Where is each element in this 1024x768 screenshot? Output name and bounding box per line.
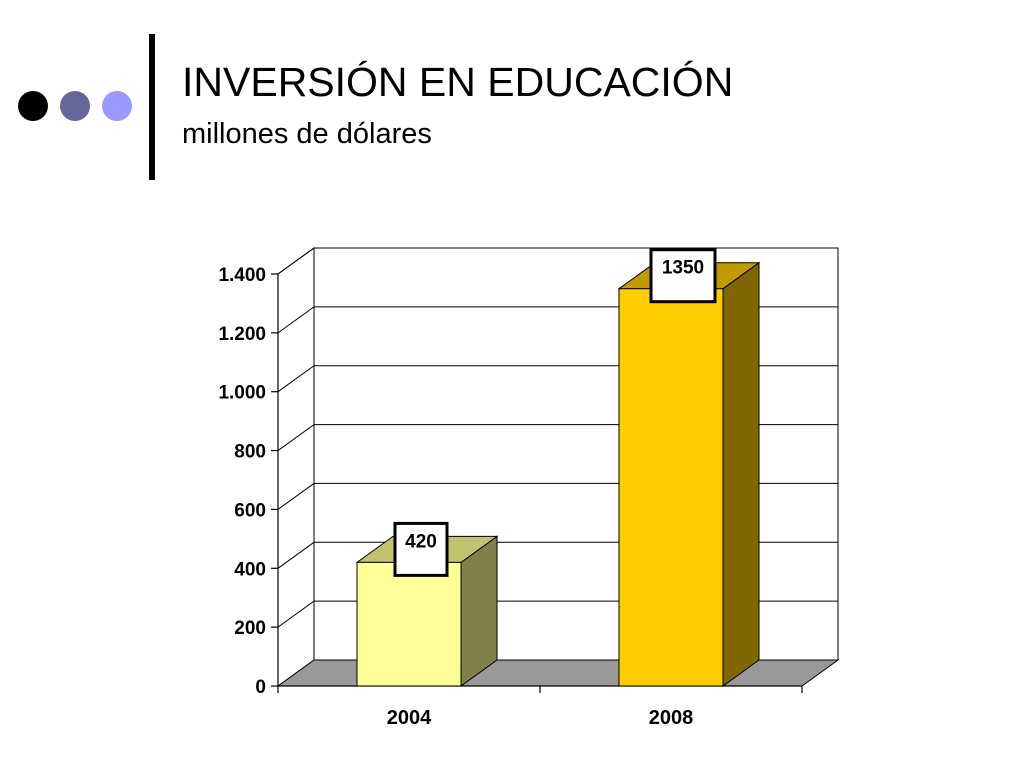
chart-side-wall <box>277 247 315 687</box>
y-tick-label: 600 <box>234 500 266 521</box>
x-tick-label: 2008 <box>649 707 694 729</box>
slide-subtitle: millones de dólares <box>182 118 432 150</box>
bar-side-2008 <box>722 261 760 687</box>
data-label-box <box>393 521 449 577</box>
y-tick-label: 800 <box>234 442 266 463</box>
y-tick-label: 1.200 <box>218 324 266 345</box>
bullet-dots <box>14 91 134 125</box>
y-tick-label: 1.000 <box>218 383 266 404</box>
bullet-dot-1 <box>18 91 48 121</box>
bullet-dot-3 <box>102 91 132 121</box>
chart-labels: 420 2004 1350 2008 <box>387 248 717 729</box>
y-tick-label: 1.400 <box>218 265 266 286</box>
data-label: 420 <box>405 531 437 552</box>
bar-2008 <box>618 288 724 687</box>
gridline <box>277 247 838 275</box>
y-tick-label: 200 <box>234 618 266 639</box>
bar-2004 <box>356 561 462 687</box>
slide-title: INVERSIÓN EN EDUCACIÓN <box>182 59 734 105</box>
x-tick-label: 2004 <box>387 707 432 729</box>
chart-axes: 0 200 400 600 800 1.000 1.200 1.400 <box>218 265 803 698</box>
y-tick-label: 400 <box>234 559 266 580</box>
data-label-box <box>649 248 717 304</box>
y-tick-label: 0 <box>255 677 266 698</box>
title-divider-line <box>149 34 155 180</box>
bullet-dot-2 <box>60 91 90 121</box>
data-label: 1350 <box>662 258 704 279</box>
